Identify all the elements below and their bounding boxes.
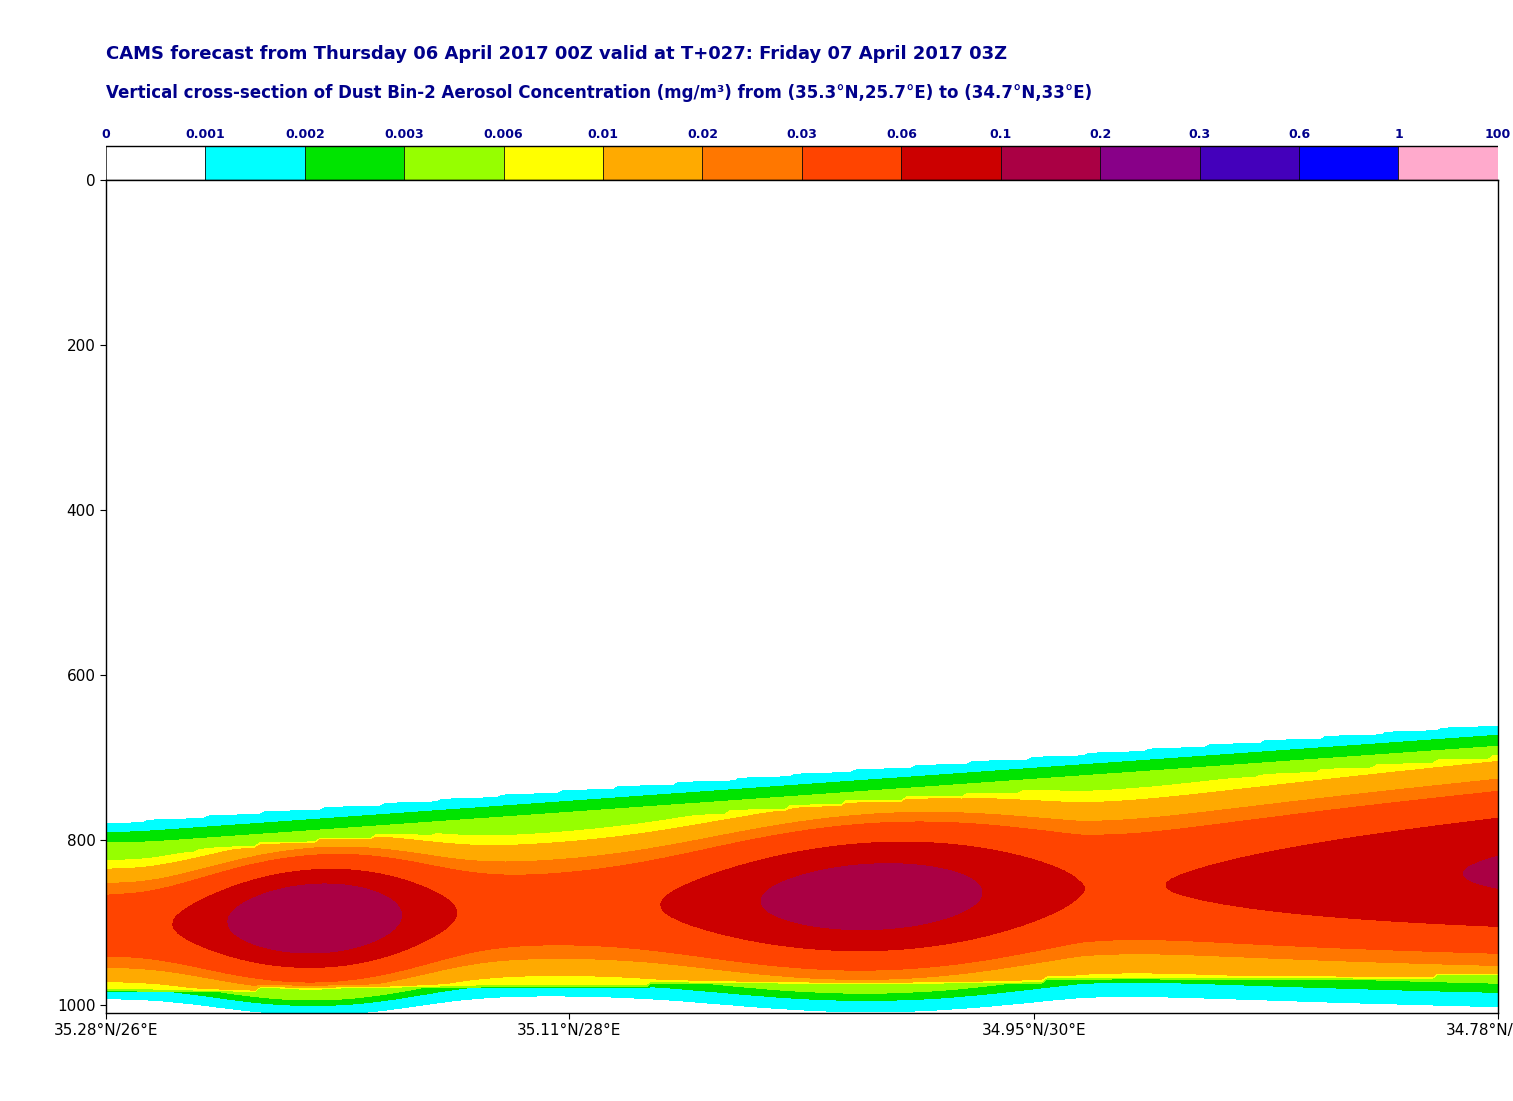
Bar (304, 145, 404, 181)
Text: 0.1: 0.1 (990, 128, 1012, 141)
Text: 0: 0 (101, 128, 110, 141)
Text: 0.006: 0.006 (484, 128, 523, 141)
Bar (1300, 145, 1398, 181)
Text: 0.2: 0.2 (1089, 128, 1111, 141)
Bar (1200, 145, 1300, 181)
Text: 0.03: 0.03 (787, 128, 817, 141)
Text: 0.01: 0.01 (587, 128, 619, 141)
Text: 0.6: 0.6 (1288, 128, 1310, 141)
Bar (1000, 145, 1100, 181)
Text: 0.3: 0.3 (1189, 128, 1210, 141)
Bar (604, 145, 702, 181)
Bar (106, 145, 206, 181)
Bar (504, 145, 604, 181)
Bar (702, 145, 802, 181)
Text: Vertical cross-section of Dust Bin-2 Aerosol Concentration (mg/m³) from (35.3°N,: Vertical cross-section of Dust Bin-2 Aer… (106, 84, 1092, 102)
Bar (1100, 145, 1200, 181)
Text: 0.02: 0.02 (687, 128, 719, 141)
Text: 1: 1 (1393, 128, 1403, 141)
Text: 0.06: 0.06 (887, 128, 917, 141)
Bar (902, 145, 1000, 181)
Text: 100: 100 (1484, 128, 1511, 141)
Bar (1398, 145, 1498, 181)
Text: 0.002: 0.002 (284, 128, 325, 141)
Bar (404, 145, 504, 181)
Bar (206, 145, 304, 181)
Bar (802, 145, 902, 181)
Text: CAMS forecast from Thursday 06 April 2017 00Z valid at T+027: Friday 07 April 20: CAMS forecast from Thursday 06 April 201… (106, 45, 1008, 63)
Text: 0.003: 0.003 (384, 128, 424, 141)
Text: 0.001: 0.001 (186, 128, 225, 141)
